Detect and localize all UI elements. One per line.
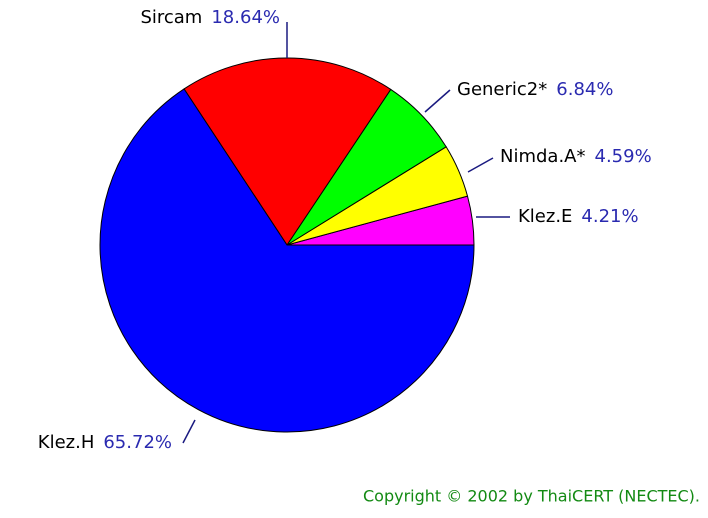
slice-name: Klez.E [518, 206, 572, 227]
slice-value: 6.84% [556, 79, 613, 100]
footer: Copyright © 2002 by ThaiCERT (NECTEC). [363, 487, 700, 506]
slice-value: 4.21% [581, 206, 638, 227]
slice-name: Sircam [140, 7, 202, 28]
pie-slice [183, 57, 392, 246]
slice-label: Klez.E 4.21% [518, 206, 639, 227]
slice-name: Generic2* [457, 79, 547, 100]
slice-name: Nimda.A* [500, 146, 586, 167]
slice-value: 4.59% [595, 146, 652, 167]
slice-name: Klez.H [38, 432, 95, 453]
leader-line [182, 419, 196, 444]
slice-label: Klez.H 65.72% [38, 432, 172, 453]
slice-label: Nimda.A* 4.59% [500, 146, 652, 167]
slice-label: Generic2* 6.84% [457, 79, 613, 100]
pie-slice [99, 88, 475, 433]
slice-value: 65.72% [103, 432, 172, 453]
slice-value: 18.64% [211, 7, 280, 28]
leader-line [467, 157, 494, 173]
leader-line [424, 89, 451, 113]
slice-label: Sircam 18.64% [140, 7, 280, 28]
